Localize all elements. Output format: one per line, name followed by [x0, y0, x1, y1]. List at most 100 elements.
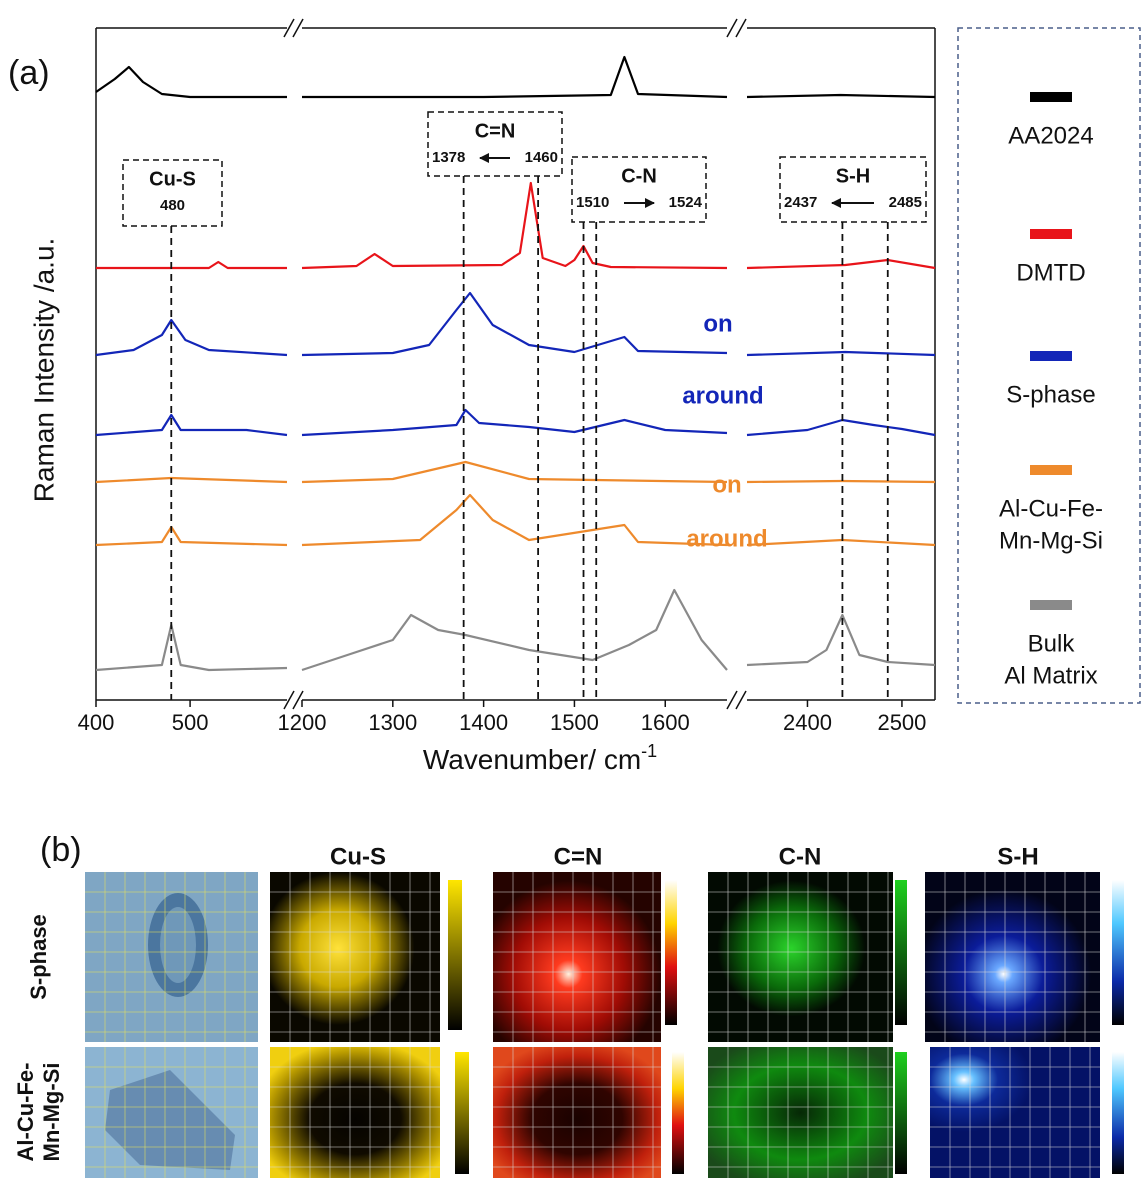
x-tick-label: 500	[172, 710, 209, 735]
colorbar	[1112, 880, 1124, 1025]
spectrum	[302, 55, 728, 99]
legend-swatch	[1030, 600, 1072, 610]
map-images	[85, 872, 1124, 1178]
map	[708, 1047, 893, 1178]
panel-label: (b)	[40, 831, 82, 869]
map	[493, 872, 661, 1042]
annotation-title: S-H	[836, 165, 870, 187]
legend-label: AA2024	[1008, 122, 1093, 149]
annotation-title: C=N	[475, 120, 516, 142]
y-axis-label: Raman Intensity /a.u.	[28, 238, 59, 503]
row-label: Al-Cu-Fe-	[13, 1063, 38, 1162]
legend-swatch	[1030, 351, 1072, 361]
trace-label: around	[682, 382, 763, 409]
peak-label: 2437	[784, 194, 817, 211]
x-axis-label-sup: -1	[641, 741, 657, 761]
spectrum	[301, 408, 728, 437]
spectrum	[95, 623, 288, 672]
spectrum	[96, 260, 287, 270]
peak-label: 1378	[432, 149, 465, 166]
peak-label: 1510	[576, 194, 609, 211]
x-tick-label: 1300	[368, 710, 417, 735]
peak-label: 1524	[669, 194, 703, 211]
spectrum	[301, 493, 728, 547]
spectrum	[301, 460, 728, 484]
row-label: S-phase	[26, 914, 51, 1000]
axis-break	[726, 690, 738, 710]
spectrum	[95, 413, 288, 437]
x-tick-label: 1200	[278, 710, 327, 735]
axis-break	[726, 18, 738, 38]
x-tick-label: 400	[78, 710, 115, 735]
annotation-box	[571, 156, 707, 223]
colorbar	[895, 880, 907, 1025]
axis-break	[283, 690, 295, 710]
legend-label: Bulk	[1028, 630, 1076, 657]
spectrum	[95, 476, 288, 484]
trace-label: on	[712, 471, 741, 498]
spectrum	[301, 181, 728, 270]
particle	[160, 907, 196, 983]
spectrum	[95, 65, 287, 99]
annotation-title: C-N	[621, 165, 657, 187]
spectrum	[301, 291, 728, 357]
map	[708, 872, 893, 1042]
column-header: C-N	[779, 843, 822, 870]
column-header: Cu-S	[330, 843, 386, 870]
annotation-box	[427, 111, 563, 177]
spectrum	[95, 318, 288, 357]
spectrum	[95, 525, 288, 547]
axis-break	[735, 690, 747, 710]
peak-label: 2485	[889, 194, 922, 211]
colorbar	[455, 1052, 469, 1174]
legend-label: DMTD	[1016, 259, 1085, 286]
map	[925, 872, 1100, 1042]
colorbar	[1112, 1052, 1124, 1174]
spectrum	[746, 479, 936, 484]
axis-break	[735, 18, 747, 38]
x-tick-label: 2500	[877, 710, 926, 735]
x-axis-label-text: Wavenumber/ cm	[423, 744, 641, 775]
colorbar	[665, 880, 677, 1025]
annotation-box	[122, 159, 223, 227]
peak-label: 480	[160, 197, 185, 214]
legend-label: Mn-Mg-Si	[999, 527, 1103, 554]
colorbar	[672, 1052, 684, 1174]
trace-label: on	[703, 310, 732, 337]
spectrum	[746, 93, 936, 99]
legend-swatch	[1030, 92, 1072, 102]
x-tick-label: 2400	[783, 710, 832, 735]
legend-label: S-phase	[1006, 381, 1095, 408]
annotation-box	[779, 156, 927, 223]
legend-box	[957, 27, 1141, 704]
axis-break	[292, 690, 304, 710]
spectrum	[746, 538, 936, 547]
column-header: S-H	[997, 843, 1038, 870]
map	[270, 872, 440, 1042]
peak-label: 1460	[525, 149, 558, 166]
panel-label: (a)	[8, 54, 50, 92]
trace-label: around	[686, 525, 767, 552]
row-label: Mn-Mg-Si	[39, 1063, 64, 1162]
legend-swatch	[1030, 229, 1072, 239]
spectrum	[301, 588, 728, 672]
annotation-title: Cu-S	[149, 168, 196, 190]
particle	[105, 1070, 235, 1170]
spectrum	[746, 258, 936, 270]
colorbar	[895, 1052, 907, 1174]
spectrum	[746, 613, 936, 667]
x-tick-label: 1600	[641, 710, 690, 735]
map	[930, 1047, 1100, 1178]
legend-label: Al Matrix	[1004, 662, 1097, 689]
axis-break	[283, 18, 295, 38]
x-tick-label: 1400	[459, 710, 508, 735]
legend-swatch	[1030, 465, 1072, 475]
colorbar	[448, 880, 462, 1030]
spectrum	[746, 418, 936, 437]
legend-label: Al-Cu-Fe-	[999, 495, 1103, 522]
spectrum	[746, 350, 936, 357]
column-header: C=N	[554, 843, 603, 870]
x-axis-label: Wavenumber/ cm-1	[423, 741, 657, 776]
axis-break	[292, 18, 304, 38]
